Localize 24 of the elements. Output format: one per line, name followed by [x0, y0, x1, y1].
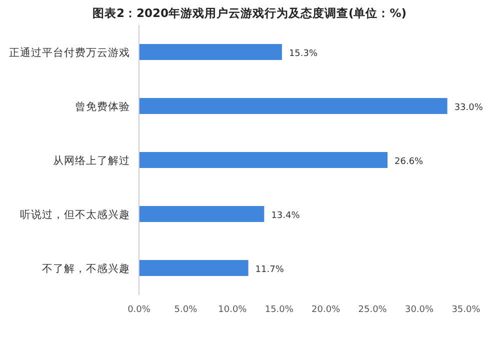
data-label: 26.6%: [394, 157, 424, 167]
bar: [139, 98, 448, 114]
chart-title: 图表2：2020年游戏用户云游戏行为及态度调查(单位：%): [92, 6, 407, 20]
x-tick-label: 5.0%: [174, 305, 198, 315]
data-label: 33.0%: [454, 103, 484, 113]
bar: [139, 152, 388, 168]
bar: [139, 44, 282, 60]
x-tick-label: 15.0%: [264, 305, 294, 315]
y-tick-label: 不了解，不感兴趣: [42, 262, 130, 275]
data-label: 11.7%: [255, 265, 284, 275]
x-tick-label: 0.0%: [128, 305, 151, 315]
x-tick-label: 35.0%: [452, 305, 481, 315]
y-tick-label: 正通过平台付费万云游戏: [9, 46, 130, 59]
bar: [139, 206, 264, 222]
data-label: 15.3%: [288, 49, 318, 59]
x-tick-label: 30.0%: [404, 305, 434, 315]
x-tick-label: 10.0%: [218, 305, 248, 315]
x-tick-label: 20.0%: [312, 305, 341, 315]
y-tick-label: 从网络上了解过: [53, 154, 130, 167]
x-tick-label: 25.0%: [358, 305, 388, 315]
bar: [139, 260, 248, 276]
data-label: 13.4%: [271, 211, 300, 221]
y-tick-label: 曾免费体验: [75, 100, 130, 113]
y-tick-label: 听说过，但不太感兴趣: [20, 208, 130, 221]
